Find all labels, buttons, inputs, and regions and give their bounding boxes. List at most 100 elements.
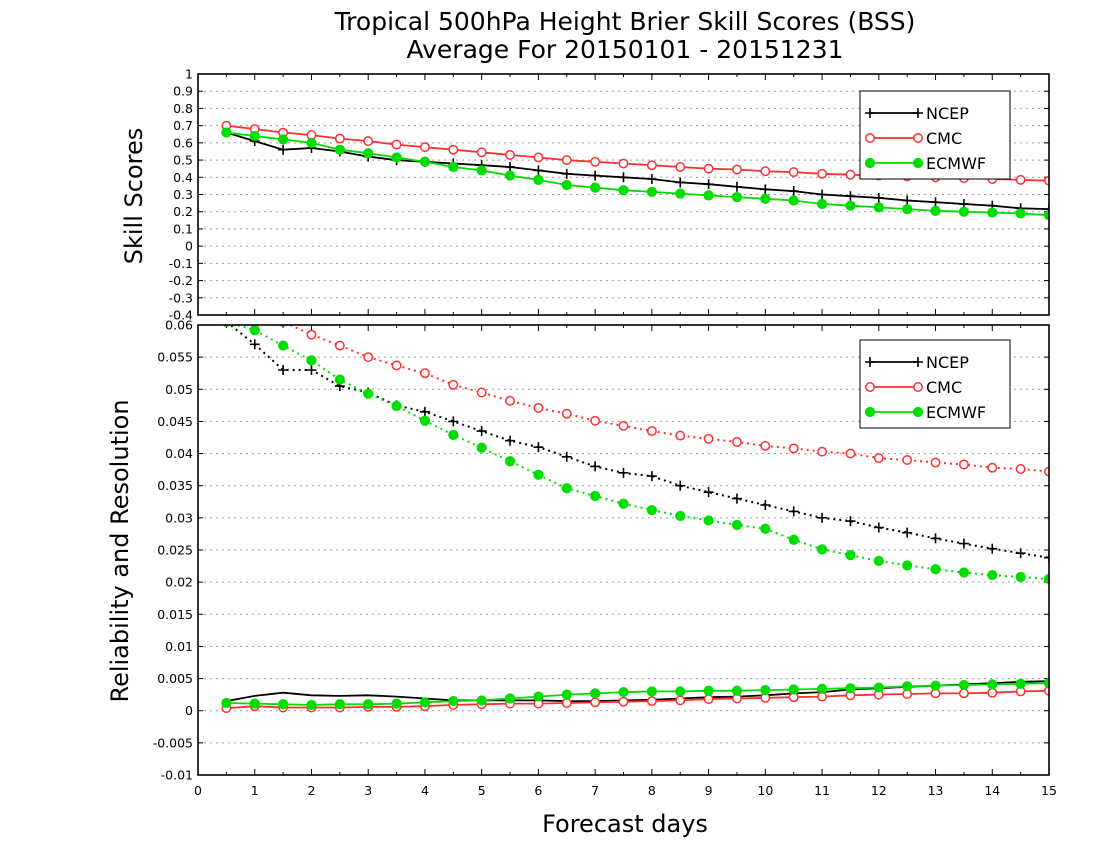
data-point-ecmwf: [448, 695, 459, 707]
data-point-ecmwf: [987, 679, 998, 690]
y-axis-label-reliability-resolution: Reliability and Resolution: [106, 399, 134, 702]
data-point-ecmwf: [845, 550, 856, 561]
data-point-cmc: [306, 329, 317, 340]
data-point-ecmwf: [873, 202, 884, 213]
data-point-ecmwf: [731, 685, 743, 696]
x-tick-label: 12: [871, 783, 887, 798]
y-tick-label: 0.8: [173, 101, 193, 116]
data-point-ncep: [646, 174, 657, 185]
legend-label-ecmwf: ECMWF: [926, 403, 986, 422]
data-point-cmc: [448, 144, 459, 155]
data-point-ncep: [278, 365, 289, 375]
data-point-ncep: [1044, 552, 1049, 563]
data-point-cmc: [930, 457, 941, 468]
data-point-cmc: [732, 164, 742, 175]
data-point-ecmwf: [1015, 678, 1026, 689]
y-tick-label: 0.05: [165, 382, 193, 397]
legend-marker: [913, 108, 923, 118]
data-point-ecmwf: [590, 688, 601, 699]
data-point-cmc: [760, 440, 771, 451]
y-axis-label-skill-scores: Skill Scores: [120, 128, 148, 265]
data-point-ecmwf: [902, 204, 913, 215]
plot-frame: [197, 324, 1050, 776]
data-point-ncep: [561, 168, 572, 179]
data-point-cmc: [987, 462, 998, 473]
data-point-ncep: [788, 506, 799, 517]
data-point-ncep: [533, 442, 544, 453]
data-point-ecmwf: [816, 198, 828, 210]
data-point-ecmwf: [788, 195, 799, 206]
plot-frame: [197, 73, 1050, 316]
x-tick-label: 4: [421, 783, 429, 798]
data-point-ecmwf: [760, 523, 771, 534]
skill-scores-panel: -0.4 -0.3 -0.2 -0.1 0 0.1 0.2 0.3 0.4 0.5 0.6 0.7 0.…: [169, 67, 1050, 323]
data-point-cmc: [334, 340, 345, 351]
data-point-ecmwf: [419, 156, 431, 167]
data-point-cmc: [646, 696, 657, 707]
data-point-ncep: [533, 165, 544, 176]
data-point-ncep: [505, 435, 516, 446]
x-tick-label: 1: [251, 783, 259, 798]
data-point-ncep: [731, 493, 742, 504]
data-point-cmc: [590, 156, 601, 167]
data-point-ecmwf: [958, 679, 970, 691]
data-point-ecmwf: [902, 681, 913, 692]
x-tick-label: 5: [478, 783, 486, 798]
y-tick-label: 0.9: [173, 84, 193, 99]
legend-label-ecmwf: ECMWF: [926, 154, 986, 173]
data-point-cmc: [1044, 466, 1049, 477]
data-point-cmc: [590, 697, 601, 708]
y-tick-label: 0.5: [173, 153, 193, 168]
data-point-cmc: [1015, 174, 1026, 185]
data-point-ncep: [590, 461, 601, 472]
data-point-cmc: [703, 694, 714, 705]
data-point-ecmwf: [334, 374, 345, 385]
data-point-ecmwf: [561, 179, 572, 191]
legend-marker: [864, 406, 876, 418]
legend-box: [859, 339, 1011, 429]
data-point-ncep: [306, 365, 317, 375]
data-point-ecmwf: [561, 689, 572, 700]
data-point-ecmwf: [221, 697, 232, 709]
y-tick-label: 0.025: [157, 543, 193, 558]
data-point-ecmwf: [646, 686, 657, 697]
data-point-ecmwf: [675, 510, 686, 522]
data-point-ecmwf: [760, 193, 771, 204]
data-point-ecmwf: [646, 505, 657, 516]
data-point-ncep: [505, 161, 516, 172]
y-tick-label: 1: [185, 67, 193, 82]
y-tick-label: 0.045: [157, 414, 193, 429]
legend-marker: [913, 382, 923, 392]
y-tick-label: -0.01: [161, 768, 193, 783]
legend-marker: [913, 133, 923, 143]
data-point-ecmwf: [561, 483, 572, 494]
legend-marker: [865, 382, 875, 392]
data-point-ecmwf: [987, 569, 998, 581]
data-point-ecmwf: [816, 544, 828, 555]
y-tick-label: 0.06: [165, 318, 193, 333]
x-tick-label: 6: [534, 783, 542, 798]
legend-label-cmc: CMC: [926, 129, 962, 148]
data-point-ecmwf: [873, 682, 884, 693]
x-axis-label: Forecast days: [542, 810, 708, 838]
data-point-ecmwf: [958, 567, 970, 578]
y-tick-label: 0.01: [165, 639, 193, 654]
data-point-ecmwf: [533, 469, 544, 480]
data-point-ncep: [817, 189, 828, 200]
data-point-cmc: [505, 149, 515, 160]
data-point-cmc: [363, 136, 374, 147]
data-point-cmc: [788, 167, 799, 178]
data-point-ecmwf: [703, 685, 714, 696]
data-point-cmc: [732, 437, 742, 447]
data-point-cmc: [873, 453, 884, 464]
data-point-ecmwf: [845, 200, 856, 211]
data-point-ecmwf: [675, 188, 686, 199]
series-line-ncep-resolution: [228, 325, 1049, 559]
data-point-ecmwf: [675, 686, 686, 697]
data-point-ncep: [1015, 548, 1026, 559]
data-point-ecmwf: [902, 560, 913, 571]
data-point-ecmwf: [306, 137, 317, 148]
data-point-ecmwf: [788, 534, 799, 545]
data-point-ecmwf: [448, 161, 459, 173]
legend-label-cmc: CMC: [926, 378, 962, 397]
